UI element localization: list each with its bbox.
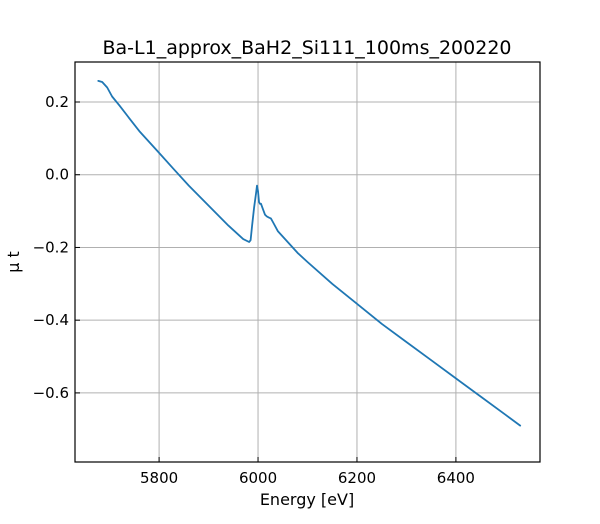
x-axis-label: Energy [eV] — [260, 490, 354, 509]
y-tick-label: −0.6 — [33, 384, 69, 402]
series-layer — [97, 80, 522, 427]
chart-title: Ba-L1_approx_BaH2_Si111_100ms_200220 — [102, 37, 511, 59]
tick-layer: 5800 6000 6200 6400 0.2 0.0 −0.2 −0.4 −0.6 — [33, 93, 475, 487]
y-tick-label: 0.0 — [45, 166, 69, 184]
y-tick-label: −0.4 — [33, 311, 69, 329]
x-tick-label: 5800 — [140, 469, 178, 487]
x-tick-label: 6400 — [437, 469, 475, 487]
x-tick-label: 6200 — [338, 469, 376, 487]
x-tick-label: 6000 — [239, 469, 277, 487]
series-line — [97, 80, 522, 427]
grid — [75, 62, 540, 462]
y-tick-label: −0.2 — [33, 238, 69, 256]
y-axis-label: μ t — [4, 251, 23, 273]
plot-area-frame — [74, 61, 541, 463]
y-tick-label: 0.2 — [45, 93, 69, 111]
